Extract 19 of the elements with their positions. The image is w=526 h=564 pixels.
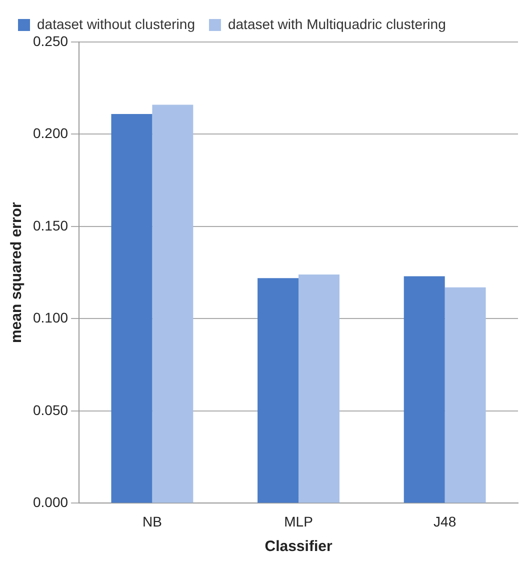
x-tick-label: NB — [142, 513, 162, 530]
legend-label: dataset with Multiquadric clustering — [228, 16, 446, 32]
y-tick-label: 0.100 — [32, 310, 68, 326]
x-tick-label: J48 — [434, 513, 456, 530]
y-tick-label: 0.200 — [32, 125, 68, 142]
bar — [152, 104, 194, 503]
y-tick-label: 0.050 — [32, 402, 68, 418]
y-tick-label: 0.000 — [32, 494, 68, 510]
bar — [404, 276, 445, 503]
x-axis-title: Classifier — [264, 538, 332, 556]
legend-label: dataset without clustering — [37, 16, 195, 32]
bar — [298, 274, 340, 503]
bar — [444, 287, 486, 503]
x-tick-label: MLP — [284, 513, 313, 530]
y-axis-title: mean squared error — [8, 202, 26, 344]
y-tick-label: 0.250 — [32, 32, 68, 49]
bar — [111, 114, 152, 503]
bar — [258, 278, 299, 503]
y-tick-label: 0.150 — [32, 217, 68, 234]
